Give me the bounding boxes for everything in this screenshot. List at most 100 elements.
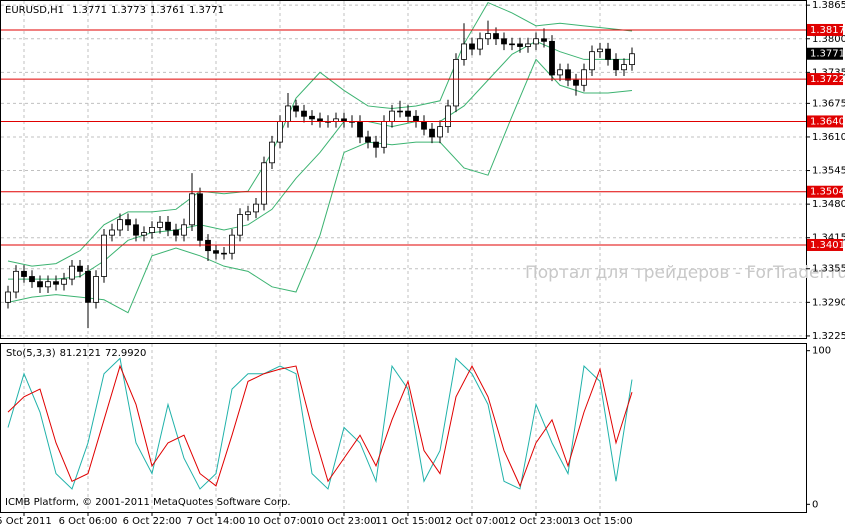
candle-body xyxy=(525,43,531,47)
candle-body xyxy=(21,270,27,277)
candle-body xyxy=(13,270,19,293)
candle-body xyxy=(613,59,619,71)
x-tick-label: 12 Oct 07:00 xyxy=(439,516,504,527)
candle-body xyxy=(621,64,627,71)
candle-body xyxy=(405,110,411,117)
band-upper xyxy=(7,1,633,267)
x-tick-label: 10 Oct 07:00 xyxy=(247,516,312,527)
level-label: 1.3817 xyxy=(810,25,845,36)
x-tick-label: 7 Oct 14:00 xyxy=(187,516,246,527)
candle-body xyxy=(581,69,587,86)
y-tick-label: 1.3735 xyxy=(812,67,845,78)
candle-body xyxy=(517,43,523,47)
x-tick-label: 12 Oct 23:00 xyxy=(503,516,568,527)
candle-body xyxy=(165,221,171,231)
header-item: 1.3761 xyxy=(150,5,185,16)
level-label-box xyxy=(807,185,843,198)
y-tick-label: 1.3865 xyxy=(812,0,845,11)
candle-body xyxy=(253,203,259,213)
candle-body xyxy=(45,281,51,288)
candle-body xyxy=(213,250,219,254)
candle-body xyxy=(141,232,147,236)
y-tick-label: 1.3225 xyxy=(812,331,845,342)
candle-body xyxy=(277,121,283,143)
candle-body xyxy=(301,110,307,117)
candle-body xyxy=(237,214,243,236)
candle-body xyxy=(125,219,131,226)
indicator-pane-frame xyxy=(0,343,807,513)
candle-body xyxy=(109,229,115,236)
candle-body xyxy=(493,33,499,40)
last-price-label: 1.3771 xyxy=(810,49,845,60)
header: EURUSD,H1 1.3771 1.3773 1.3761 1.3771 xyxy=(5,5,224,16)
y-tick-label: 0 xyxy=(812,499,818,510)
candle-body xyxy=(437,126,443,138)
header-item: EURUSD,H1 xyxy=(5,5,64,16)
candle-body xyxy=(445,105,451,128)
candle-body xyxy=(533,38,539,45)
candle-body xyxy=(93,276,99,303)
level-label: 1.3722 xyxy=(810,74,845,85)
level-label-box xyxy=(807,23,843,36)
footer: ICMB Platform, © 2001-2011 MetaQuotes So… xyxy=(5,497,291,508)
candle-body xyxy=(5,291,11,303)
candle-body xyxy=(293,105,299,112)
candle-body xyxy=(605,48,611,60)
indicator-line xyxy=(7,357,633,490)
x-tick-label: 10 Oct 23:00 xyxy=(311,516,376,527)
watermark: Портал для трейдеров - ForTrader.ru xyxy=(525,263,845,283)
candle-body xyxy=(181,224,187,236)
level-label: 1.3401 xyxy=(810,240,845,251)
x-tick-label: 11 Oct 15:00 xyxy=(375,516,440,527)
candle-body xyxy=(597,48,603,53)
candle-body xyxy=(149,227,155,233)
band-lower xyxy=(7,58,633,314)
candle-body xyxy=(397,110,403,113)
candle-body xyxy=(69,265,75,280)
indicator-value: 72.9920 xyxy=(105,348,146,359)
candle-body xyxy=(205,239,211,252)
candle-body xyxy=(269,141,275,164)
candle-body xyxy=(629,53,635,66)
y-tick-label: 1.3675 xyxy=(812,98,845,109)
candle-body xyxy=(373,141,379,148)
grid xyxy=(1,1,806,512)
candle-body xyxy=(541,38,547,42)
y-tick-label: 1.3800 xyxy=(812,34,845,45)
candle-body xyxy=(381,121,387,148)
candle-body xyxy=(557,69,563,76)
candle-body xyxy=(429,128,435,138)
candle-body xyxy=(117,219,123,231)
indicator-line xyxy=(7,364,633,488)
candle-body xyxy=(389,110,395,122)
candle-body xyxy=(357,121,363,138)
candle-body xyxy=(53,281,59,285)
candle-body xyxy=(453,59,459,107)
level-label: 1.3504 xyxy=(810,187,845,198)
candle-body xyxy=(309,115,315,120)
candle-body xyxy=(61,278,67,285)
candle-body xyxy=(85,270,91,303)
x-tick-label: 13 Oct 15:00 xyxy=(567,516,632,527)
candle-body xyxy=(173,229,179,236)
y-tick-label: 1.3355 xyxy=(812,264,845,275)
candle-body xyxy=(413,115,419,122)
candle-body xyxy=(477,38,483,50)
level-label: 1.3640 xyxy=(810,116,845,127)
x-tick-label: 6 Oct 22:00 xyxy=(123,516,182,527)
level-label-box xyxy=(807,73,843,86)
header-item: 1.3771 xyxy=(189,5,224,16)
candle-body xyxy=(461,43,467,60)
candle-body xyxy=(565,69,571,81)
candle-body xyxy=(101,234,107,277)
candle-body xyxy=(469,43,475,50)
candle-body xyxy=(221,252,227,255)
price-pane-frame xyxy=(0,0,807,339)
candle-body xyxy=(245,211,251,215)
candle-body xyxy=(157,221,163,228)
candle-body xyxy=(37,281,43,288)
candle-body xyxy=(133,224,139,236)
indicator-title: Sto(5,3,3) 81.2121 72.9920 xyxy=(6,348,146,359)
